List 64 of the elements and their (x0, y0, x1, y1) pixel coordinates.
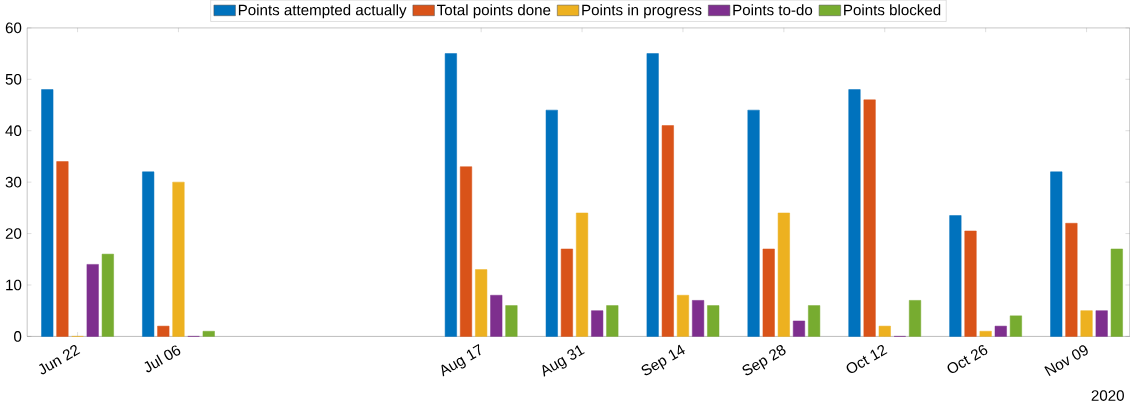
bar (545, 109, 558, 337)
bar (964, 230, 977, 337)
bar (460, 166, 473, 337)
bar (576, 212, 589, 337)
y-tick-label: 50 (5, 73, 22, 85)
y-tick-label: 60 (5, 22, 22, 34)
bar (560, 248, 573, 337)
bar (747, 109, 760, 337)
bar (86, 264, 99, 337)
bar (692, 300, 705, 337)
bar (157, 325, 170, 337)
bar (41, 89, 54, 337)
legend-label: Points attempted actually (238, 4, 407, 19)
legend-label: Points to-do (733, 4, 813, 16)
bar (56, 161, 69, 337)
bar (661, 125, 674, 337)
bar (909, 300, 922, 337)
bar (1095, 310, 1108, 337)
x-tick-label: Sep 28 (742, 345, 786, 376)
y-tick-label: 0 (14, 331, 22, 342)
x-tick-label: Oct 26 (947, 345, 988, 374)
bar (444, 53, 457, 337)
bar (707, 305, 720, 337)
legend-label: Points in progress (582, 4, 702, 19)
bar (848, 89, 861, 337)
x-tick-label: Aug 17 (441, 343, 481, 377)
legend-label: Points blocked (844, 4, 941, 16)
bar (949, 215, 962, 337)
bar (762, 248, 775, 337)
bar (475, 269, 488, 337)
bar (646, 53, 659, 337)
bar (1009, 315, 1022, 337)
x-tick-label: Jun 22 (39, 345, 81, 375)
bar (1065, 223, 1078, 337)
bar (808, 305, 821, 337)
x-tick-label: Aug 31 (542, 345, 585, 377)
bar (878, 325, 891, 337)
y-tick-label: 40 (5, 125, 22, 137)
bar (994, 325, 1007, 337)
x-tick-label: Sep 14 (641, 344, 685, 376)
y-tick-label: 20 (5, 228, 22, 239)
bar (101, 253, 114, 337)
bar (490, 295, 503, 337)
bar (863, 99, 876, 337)
y-tick-label: 30 (5, 176, 22, 188)
bar (1050, 171, 1063, 337)
bar (606, 305, 619, 337)
bar (792, 320, 805, 337)
text: 2020 (1091, 390, 1124, 401)
bar (1080, 310, 1093, 337)
x-tick-label: Oct 12 (846, 345, 888, 374)
x-tick-label: Nov 09 (1044, 345, 1088, 377)
bar (979, 331, 992, 337)
bar (505, 305, 518, 337)
bar (172, 181, 185, 337)
bar (676, 295, 689, 337)
bar (777, 212, 790, 337)
legend-label: Total points done (437, 4, 551, 19)
bar (1110, 248, 1123, 337)
y-tick-label: 10 (6, 279, 22, 291)
bar (591, 310, 604, 337)
bar (142, 171, 155, 337)
x-tick-label: Jul 06 (144, 345, 181, 373)
bar (202, 331, 215, 337)
